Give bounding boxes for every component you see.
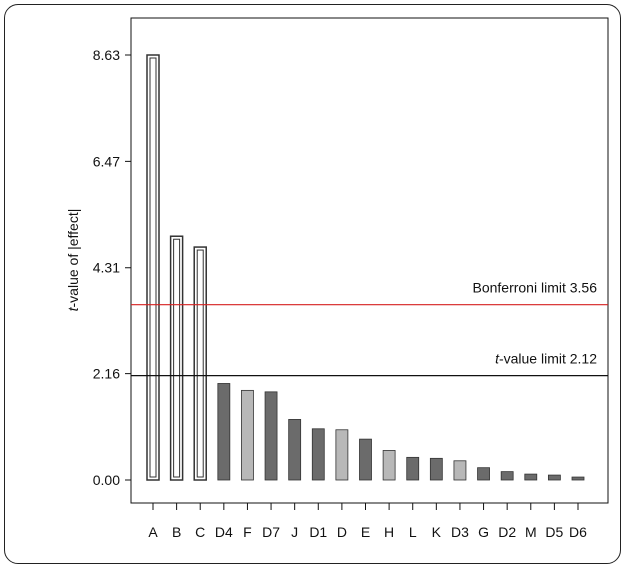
reference-label-text: Bonferroni limit 3.56 — [472, 280, 597, 296]
bar-D — [335, 429, 349, 481]
bar-B — [169, 235, 184, 481]
bar-D6 — [571, 476, 585, 481]
x-tick-label: D3 — [451, 524, 469, 540]
x-tick-label: F — [243, 524, 252, 540]
y-axis: 0.00 2.16 4.31 6.47 8.63 — [93, 47, 131, 488]
x-tick-label: D4 — [215, 524, 233, 540]
bar-K — [429, 457, 443, 481]
pareto-chart: 0.00 2.16 4.31 6.47 8.63 Bonferroni limit 3.… — [65, 17, 609, 540]
x-tick-label: D — [337, 524, 347, 540]
bar-L — [406, 456, 420, 481]
reference-label-italic: t — [495, 351, 500, 367]
bar-C — [193, 246, 207, 481]
bar-G — [477, 467, 490, 481]
x-tick-label: B — [172, 524, 181, 540]
bar-D4 — [217, 383, 231, 481]
x-tick-label: D2 — [498, 524, 516, 540]
x-tick-label: L — [409, 524, 417, 540]
x-tick-label: M — [525, 524, 537, 540]
bar-F — [241, 389, 254, 481]
bar-A — [146, 54, 160, 481]
bar-H — [382, 450, 396, 481]
bar-M — [524, 473, 538, 481]
y-tick-label: 0.00 — [93, 472, 120, 488]
y-axis-title-italic: t — [65, 306, 81, 311]
x-tick-label: D7 — [262, 524, 280, 540]
bar-inner-outline — [149, 57, 157, 478]
bar-inner-outline — [196, 249, 204, 478]
y-axis-title-rest: -value of |effect| — [65, 209, 81, 308]
bar-J — [288, 419, 302, 481]
plot-area — [130, 17, 609, 504]
x-tick-label: G — [478, 524, 489, 540]
x-tick-label: J — [291, 524, 298, 540]
x-tick-label: D5 — [545, 524, 563, 540]
x-axis: A B C D4 F D7 J D1 D E H L K D3 G D2 M D5 D6 — [148, 503, 587, 540]
bar-D1 — [311, 428, 325, 481]
y-tick-label: 6.47 — [93, 153, 120, 169]
bar-outline — [193, 246, 207, 481]
y-tick-label: 2.16 — [93, 366, 120, 382]
bar-D3 — [453, 460, 467, 481]
y-tick-label: 8.63 — [93, 47, 120, 63]
x-tick-label: H — [384, 524, 394, 540]
y-tick-label: 4.31 — [93, 260, 120, 276]
bar-D2 — [500, 471, 514, 481]
bar-D7 — [264, 391, 278, 481]
reference-label-text: -value limit 2.12 — [499, 351, 597, 367]
x-tick-label: D6 — [569, 524, 587, 540]
bars — [146, 54, 585, 481]
x-tick-label: D1 — [309, 524, 327, 540]
reference-line-label: t-value limit 2.12 — [495, 351, 597, 367]
y-axis-title: t-value of |effect| — [65, 209, 81, 312]
bar-inner-outline — [173, 238, 181, 478]
bar-outline — [169, 235, 184, 481]
reference-lines: Bonferroni limit 3.56 t-value limit 2.12 — [131, 280, 608, 377]
x-tick-label: K — [432, 524, 442, 540]
bar-D5 — [547, 474, 561, 481]
reference-line-label: Bonferroni limit 3.56 — [472, 280, 597, 296]
x-tick-label: A — [148, 524, 158, 540]
x-tick-label: C — [195, 524, 205, 540]
bar-outline — [146, 54, 160, 481]
bar-E — [359, 438, 372, 481]
x-tick-label: E — [361, 524, 370, 540]
